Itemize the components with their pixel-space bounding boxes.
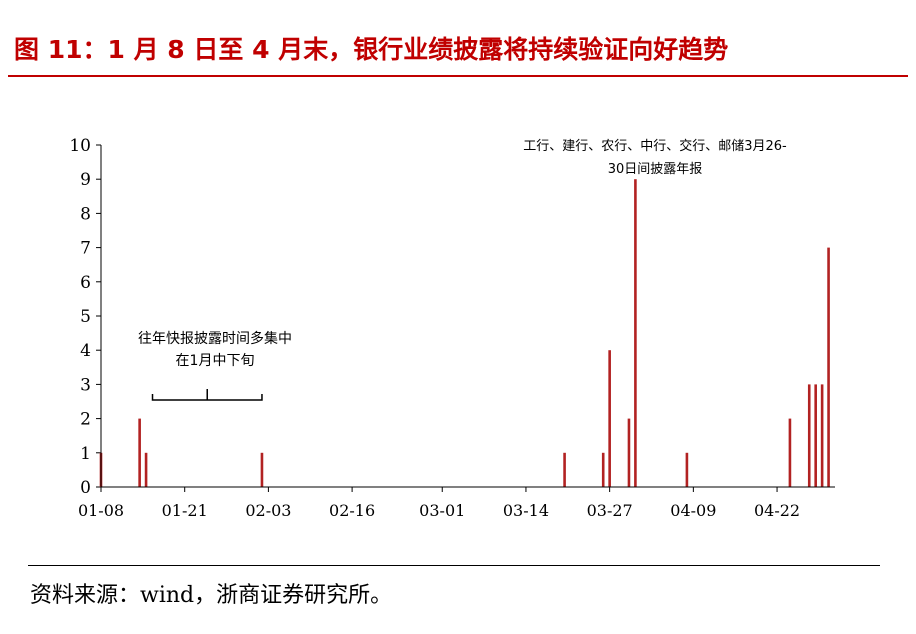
x-tick-label: 04-22: [754, 501, 800, 520]
x-tick-label: 03-27: [587, 501, 633, 520]
x-tick-label: 01-08: [78, 501, 124, 520]
y-tick-label: 6: [80, 273, 91, 293]
y-tick-label: 10: [69, 136, 91, 156]
bar: [685, 452, 689, 487]
x-tick-label: 02-03: [245, 501, 291, 520]
title-rule: [8, 75, 908, 77]
source-rule: [28, 565, 880, 566]
bar: [627, 418, 631, 487]
figure-title: 图 11：1 月 8 日至 4 月末，银行业绩披露将持续验证向好趋势: [14, 35, 729, 64]
x-tick-label: 02-16: [329, 501, 375, 520]
bar: [788, 418, 792, 487]
y-tick-label: 7: [80, 239, 91, 259]
bar: [608, 350, 611, 487]
annotation-bracket: [151, 389, 263, 401]
bars: [99, 179, 830, 487]
bar: [814, 384, 817, 487]
bar: [563, 452, 566, 487]
bar: [601, 452, 605, 487]
x-tick-label: 03-01: [419, 501, 465, 520]
source-note: 资料来源：wind，浙商证券研究所。: [30, 583, 393, 608]
bar: [144, 452, 148, 487]
x-tick-label: 03-14: [503, 501, 549, 520]
annotation-text: 30日间披露年报: [608, 162, 703, 177]
y-axis-ticks: 0 1 2 3 4 5 6 7 8 9 10: [69, 136, 101, 498]
bar-chart: 0 1 2 3 4 5 6 7 8 9 10 01-08 01-21 02-03 02-16 03-01 03…: [69, 136, 835, 520]
y-tick-label: 3: [80, 375, 91, 395]
y-tick-label: 2: [80, 410, 91, 430]
x-axis-ticks: 01-08 01-21 02-03 02-16 03-01 03-14 03-27 04-09…: [78, 487, 800, 520]
bar: [807, 384, 811, 487]
bar: [820, 384, 824, 487]
bar: [634, 179, 637, 487]
x-tick-label: 04-09: [670, 501, 716, 520]
annotation-text: 在1月中下旬: [176, 353, 255, 369]
bar: [827, 247, 830, 487]
y-tick-label: 1: [80, 444, 91, 464]
x-tick-label: 01-21: [162, 501, 208, 520]
annotation-text: 往年快报披露时间多集中: [138, 330, 292, 347]
y-tick-label: 0: [80, 478, 91, 498]
bar: [138, 418, 141, 487]
y-tick-label: 8: [80, 204, 91, 224]
y-tick-label: 5: [80, 307, 91, 327]
bar: [260, 452, 264, 487]
y-tick-label: 4: [80, 341, 91, 361]
y-tick-label: 9: [80, 170, 91, 190]
annotation-text: 工行、建行、农行、中行、交行、邮储3月26-: [523, 138, 787, 154]
